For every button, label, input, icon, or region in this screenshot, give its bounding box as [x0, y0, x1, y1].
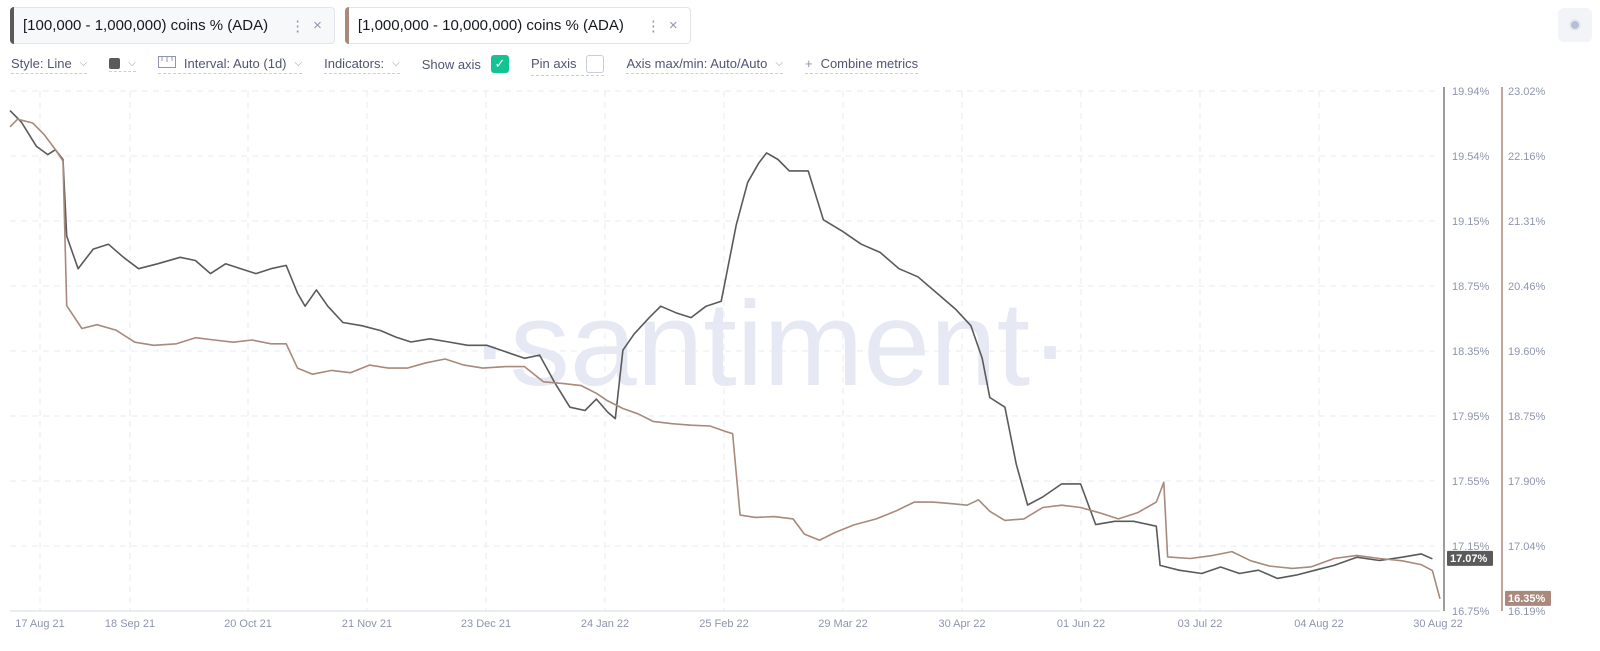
- metric-tab-1-color-bar: [10, 7, 14, 44]
- x-tick-label: 03 Jul 22: [1178, 618, 1223, 630]
- y-axis-1-tick: 16.75%: [1452, 606, 1490, 618]
- metric-tab-1[interactable]: [100,000 - 1,000,000) coins % (ADA) ⋮ ×: [10, 7, 335, 44]
- last-value-label-2-text: 16.35%: [1508, 593, 1546, 605]
- y-axis-2-tick: 20.46%: [1508, 281, 1546, 293]
- x-tick-label: 17 Aug 21: [15, 618, 65, 630]
- series-line-2: [9, 118, 1441, 600]
- last-value-label-2-box: [1505, 590, 1551, 606]
- metric-tab-2-label: [1,000,000 - 10,000,000) coins % (ADA): [357, 17, 624, 34]
- y-axis-1-tick: 19.94%: [1452, 86, 1490, 98]
- record-button[interactable]: [1558, 8, 1592, 42]
- chart-axes: 17 Aug 21 18 Sep 21 20 Oct 21 21 Nov 21 23 D…: [10, 86, 1551, 630]
- y-axis-1-tick: 17.95%: [1452, 411, 1490, 423]
- metric-tab-2[interactable]: [1,000,000 - 10,000,000) coins % (ADA) ⋮…: [344, 7, 691, 44]
- y-axis-2-tick: 18.75%: [1508, 411, 1546, 423]
- pin-axis-checkbox[interactable]: [586, 54, 605, 73]
- record-icon: [1569, 19, 1581, 31]
- x-tick-label: 01 Jun 22: [1057, 618, 1105, 630]
- line-chart: ·santiment· 17 Aug 21 18 Sep 21 20 Oct 21 2…: [9, 86, 1551, 630]
- show-axis-toggle[interactable]: Show axis ✓: [422, 55, 509, 75]
- x-tick-label: 25 Feb 22: [699, 618, 749, 630]
- x-tick-label: 30 Apr 22: [938, 618, 985, 630]
- style-dropdown[interactable]: Style: Line ⌵: [11, 56, 88, 74]
- x-tick-label: 24 Jan 22: [581, 618, 629, 630]
- metric-tabs: [100,000 - 1,000,000) coins % (ADA) ⋮ × …: [10, 7, 691, 45]
- show-axis-label: Show axis: [421, 56, 481, 72]
- plus-icon: +: [804, 56, 813, 71]
- x-tick-label: 30 Aug 22: [1413, 618, 1463, 630]
- more-menu-icon[interactable]: ⋮: [645, 17, 661, 35]
- y-axis-2-tick: 17.04%: [1508, 541, 1546, 553]
- santiment-watermark: ·santiment·: [470, 277, 1070, 411]
- chevron-down-icon: ⌵: [79, 58, 88, 69]
- y-axis-1-tick: 18.35%: [1452, 346, 1490, 358]
- more-menu-icon[interactable]: ⋮: [290, 17, 306, 35]
- chevron-down-icon: ⌵: [392, 58, 400, 69]
- chevron-down-icon: ⌵: [775, 58, 783, 69]
- pin-axis-label: Pin axis: [530, 56, 577, 71]
- combine-metrics-button[interactable]: + Combine metrics: [804, 56, 919, 74]
- y-axis-2-tick: 23.02%: [1508, 86, 1546, 98]
- ruler-icon: [157, 56, 176, 71]
- metric-tab-2-color-bar: [344, 7, 349, 44]
- y-axis-1-tick: 17.15%: [1452, 541, 1490, 553]
- style-label: Style: Line: [11, 56, 72, 71]
- indicators-label: Indicators:: [324, 56, 385, 71]
- show-axis-checkbox[interactable]: ✓: [490, 55, 509, 73]
- axis-minmax-label: Axis max/min: Auto/Auto: [626, 56, 768, 71]
- combine-metrics-label: Combine metrics: [820, 56, 919, 71]
- color-dropdown[interactable]: ⌵: [109, 58, 136, 72]
- y-axis-1-tick: 19.15%: [1452, 216, 1490, 228]
- x-tick-label: 18 Sep 21: [105, 618, 155, 630]
- y-axis-2-tick: 21.31%: [1508, 216, 1546, 228]
- interval-dropdown[interactable]: Interval: Auto (1d) ⌵: [157, 56, 303, 74]
- metric-tab-1-label: [100,000 - 1,000,000) coins % (ADA): [23, 17, 269, 34]
- axis-minmax-dropdown[interactable]: Axis max/min: Auto/Auto ⌵: [626, 56, 783, 74]
- y-axis-1-tick: 18.75%: [1452, 281, 1490, 293]
- interval-label: Interval: Auto (1d): [183, 56, 287, 71]
- chart-lines: [9, 110, 1441, 600]
- color-swatch-icon: [109, 58, 121, 69]
- y-axis-1-tick: 19.54%: [1452, 151, 1490, 163]
- x-tick-label: 21 Nov 21: [342, 618, 392, 630]
- y-axis-2-tick: 22.16%: [1508, 151, 1546, 163]
- x-tick-label: 20 Oct 21: [224, 618, 272, 630]
- y-axis-2-tick: 19.60%: [1508, 346, 1546, 358]
- last-value-label-2: 16.35%: [1505, 590, 1551, 606]
- last-value-label-1-box: [1447, 550, 1493, 566]
- series-line-1: [9, 110, 1433, 580]
- last-value-label-1-text: 17.07%: [1450, 553, 1488, 565]
- y-axis-2-tick: 17.90%: [1508, 476, 1546, 488]
- x-tick-label: 23 Dec 21: [461, 618, 511, 630]
- chevron-down-icon: ⌵: [128, 58, 136, 69]
- close-icon[interactable]: ×: [313, 17, 322, 34]
- x-tick-label: 29 Mar 22: [818, 618, 868, 630]
- x-tick-label: 04 Aug 22: [1294, 618, 1344, 630]
- chevron-down-icon: ⌵: [294, 58, 303, 69]
- pin-axis-toggle[interactable]: Pin axis: [530, 54, 605, 76]
- y-axis-2-tick: 16.19%: [1508, 606, 1546, 618]
- close-icon[interactable]: ×: [668, 17, 678, 34]
- y-axis-1-tick: 17.55%: [1452, 476, 1490, 488]
- last-value-label-1: 17.07%: [1447, 550, 1493, 566]
- indicators-dropdown[interactable]: Indicators: ⌵: [324, 56, 400, 74]
- chart-toolbar: Style: Line ⌵ ⌵ Interval: Auto (1d) ⌵ In…: [11, 54, 940, 76]
